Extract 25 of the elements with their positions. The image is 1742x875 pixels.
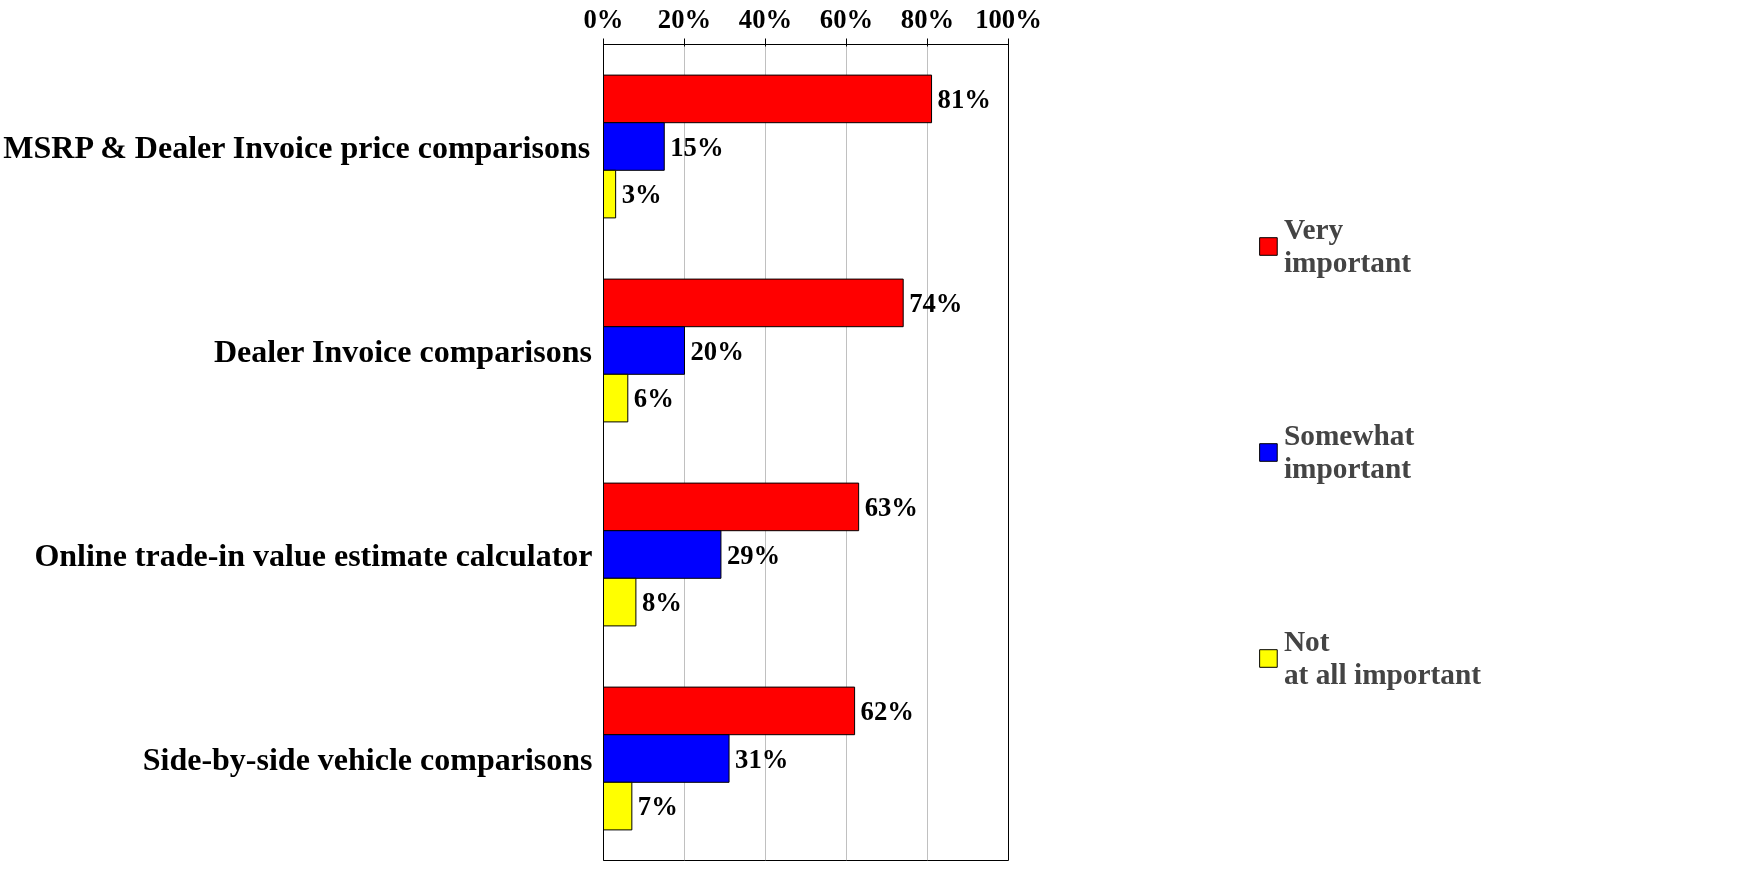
data-label: 15% [670,131,724,162]
y-tick-label: Side-by-side vehicle comparisons [142,740,593,777]
y-tick-label: MSRP & Dealer Invoice price comparisons [3,128,591,165]
data-label: 7% [637,791,678,822]
legend-label: Somewhat important [1283,419,1415,485]
data-label: 62% [860,695,914,726]
legend-label: Very important [1283,213,1412,279]
y-tick-label: Online trade-in value estimate calculator [34,536,593,573]
data-label: 29% [726,539,781,570]
x-tick-label: 60% [819,3,874,34]
data-label: 8% [641,587,682,618]
x-tick-label: 20% [657,3,712,34]
data-label: 63% [864,491,918,522]
x-tick-label: 0% [583,3,624,34]
legend-label: Not at all important [1283,625,1482,691]
data-label: 3% [621,179,662,210]
x-tick-label: 100% [975,3,1042,34]
x-tick-label: 80% [900,3,955,34]
data-label: 74% [909,287,963,318]
y-tick-label: Dealer Invoice comparisons [213,332,592,369]
data-label: 81% [937,83,991,114]
x-tick-label: 40% [738,3,793,34]
data-label: 6% [633,383,674,414]
data-label: 20% [690,335,744,366]
data-label: 31% [735,743,789,774]
